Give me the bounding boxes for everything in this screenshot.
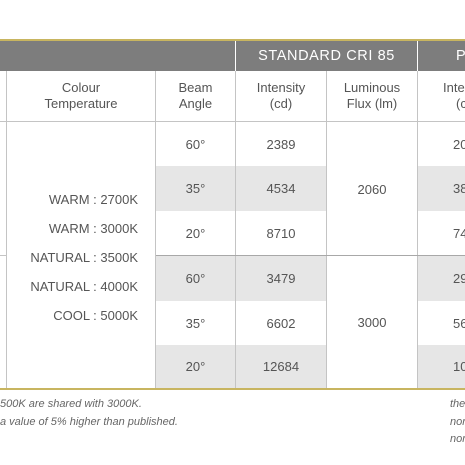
partial-intensity-cell: 38	[453, 181, 465, 196]
colour-temperature-item: WARM : 3000K	[48, 221, 138, 236]
col-beam-angle: Beam Angle	[156, 71, 235, 121]
header-band-left	[0, 41, 235, 71]
grid-line	[235, 71, 236, 389]
partial-intensity-cell: 74	[453, 226, 465, 241]
header-standard-label: STANDARD CRI 85	[258, 48, 395, 64]
footnote-right-2: nor	[450, 416, 465, 428]
col-luminous-flux: Luminous Flux (lm)	[327, 71, 417, 121]
row-shade-6	[156, 345, 326, 388]
grid-line	[326, 71, 327, 389]
row-shade-6-partial	[418, 345, 465, 388]
colour-temperature-item: NATURAL : 3500K	[30, 250, 138, 265]
beam-cell: 35°	[185, 181, 206, 196]
row-shade-2-partial	[418, 166, 465, 211]
beam-cell: 35°	[185, 315, 206, 331]
row-shade-4	[156, 256, 326, 301]
col-intensity: Intensity (cd)	[236, 71, 326, 121]
colour-temperature-list: WARM : 2700K WARM : 3000K NATURAL : 3500…	[7, 185, 155, 330]
intensity-cell: 8710	[266, 226, 296, 241]
header-partial-group: P	[418, 41, 465, 71]
bottom-rule	[0, 388, 465, 390]
grid-line	[417, 71, 418, 389]
top-rule	[0, 39, 465, 41]
col-partial-intensity: Inte (c	[418, 71, 465, 121]
luminous-flux-cell: 3000	[357, 314, 387, 330]
beam-cell: 20°	[185, 226, 206, 241]
grid-line	[0, 255, 7, 256]
intensity-cell: 6602	[266, 315, 296, 331]
header-standard-cri: STANDARD CRI 85	[236, 41, 417, 71]
intensity-cell: 3479	[266, 271, 296, 286]
beam-cell: 60°	[185, 271, 206, 286]
partial-intensity-cell: 20	[453, 136, 465, 152]
row-shade-4-partial	[418, 256, 465, 301]
partial-intensity-cell: 29	[453, 271, 465, 286]
header-divider	[417, 41, 418, 71]
header-partial-label: P	[456, 48, 465, 64]
footnote-left-1: 500K are shared with 3000K.	[0, 398, 142, 410]
grid-line	[155, 71, 156, 389]
partial-intensity-cell: 56	[453, 315, 465, 331]
footnote-right-3: nor	[450, 433, 465, 445]
footnote-right-1: the	[450, 398, 465, 410]
col-colour-temperature: Colour Temperature	[7, 71, 155, 121]
intensity-cell: 12684	[262, 359, 300, 374]
footnote-left-2: a value of 5% higher than published.	[0, 416, 178, 428]
group-divider	[156, 255, 465, 256]
colour-temperature-item: NATURAL : 4000K	[30, 279, 138, 294]
intensity-cell: 4534	[266, 181, 296, 196]
intensity-cell: 2389	[266, 136, 296, 152]
grid-line	[0, 121, 465, 122]
grid-line	[6, 71, 7, 389]
luminous-flux-cell: 2060	[357, 181, 387, 197]
beam-cell: 20°	[185, 359, 206, 374]
row-shade-2	[156, 166, 326, 211]
beam-cell: 60°	[185, 136, 206, 152]
partial-intensity-cell: 10	[453, 359, 465, 374]
colour-temperature-item: COOL : 5000K	[53, 308, 138, 323]
colour-temperature-item: WARM : 2700K	[48, 192, 138, 207]
